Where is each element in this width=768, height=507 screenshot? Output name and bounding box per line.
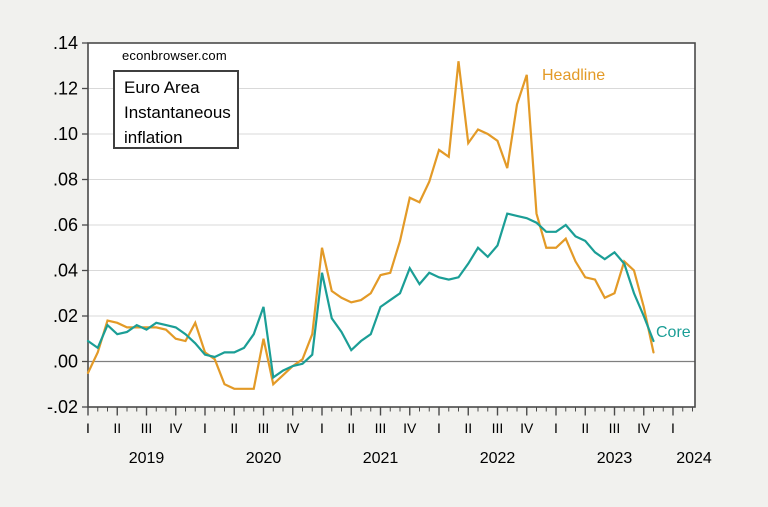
- quarter-tick-label: II: [347, 420, 355, 436]
- quarter-tick-label: III: [141, 420, 153, 436]
- chart-title-line: Instantaneous: [124, 103, 231, 122]
- year-tick-label: 2020: [246, 450, 282, 467]
- year-tick-label: 2023: [597, 450, 633, 467]
- y-tick-label: .06: [53, 215, 78, 235]
- headline-line: [86, 61, 655, 390]
- y-tick-label: .00: [53, 352, 78, 372]
- plot-frame: [87, 42, 696, 408]
- core-line: [86, 212, 655, 380]
- x-axis: I II III IV I II III IV I II III IV I II III IV I II III IV…: [86, 407, 712, 467]
- quarter-tick-label: IV: [637, 420, 651, 436]
- quarter-tick-label: I: [86, 420, 90, 436]
- year-tick-label: 2019: [129, 450, 165, 467]
- y-tick-label: .14: [53, 33, 78, 53]
- quarter-tick-label: IV: [520, 420, 534, 436]
- quarter-tick-label: III: [258, 420, 270, 436]
- quarter-tick-label: IV: [169, 420, 183, 436]
- quarter-tick-label: II: [230, 420, 238, 436]
- watermark: econbrowser.com: [122, 48, 227, 63]
- quarter-tick-label: II: [581, 420, 589, 436]
- y-tick-label: .02: [53, 306, 78, 326]
- year-tick-label: 2021: [363, 450, 399, 467]
- quarter-tick-label: III: [375, 420, 387, 436]
- chart-title-box: Euro Area Instantaneous inflation: [113, 70, 239, 149]
- quarter-tick-label: II: [113, 420, 121, 436]
- quarter-tick-label: I: [320, 420, 324, 436]
- quarter-tick-label: II: [464, 420, 472, 436]
- quarter-tick-label: III: [492, 420, 504, 436]
- y-tick-label: .04: [53, 261, 78, 281]
- core-series-label: Core: [656, 324, 691, 341]
- year-tick-label: 2022: [480, 450, 516, 467]
- chart-title-line: Euro Area: [124, 78, 200, 97]
- y-tick-label: .10: [53, 124, 78, 144]
- y-tick-label: .12: [53, 79, 78, 99]
- quarter-tick-label: IV: [286, 420, 300, 436]
- headline-series-label: Headline: [542, 67, 606, 84]
- quarter-tick-label: III: [609, 420, 621, 436]
- quarter-tick-label: IV: [403, 420, 417, 436]
- quarter-tick-label: I: [671, 420, 675, 436]
- y-axis: .14 .12 .10 .08 .06 .04 .02 .00 -.02: [47, 33, 88, 417]
- y-tick-label: .08: [53, 170, 78, 190]
- quarter-tick-label: I: [203, 420, 207, 436]
- chart-title-line: inflation: [124, 128, 183, 147]
- year-tick-label: 2024: [676, 450, 712, 467]
- quarter-tick-label: I: [437, 420, 441, 436]
- y-tick-label: -.02: [47, 397, 78, 417]
- quarter-tick-label: I: [554, 420, 558, 436]
